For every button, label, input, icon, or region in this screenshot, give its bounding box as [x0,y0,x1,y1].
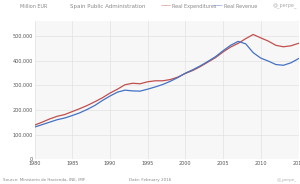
Real Expenditures [78,107,82,110]
Real Expenditures [259,37,262,39]
Real Revenue [259,57,262,59]
Real Revenue [176,77,180,79]
Real Expenditures [123,84,127,86]
Real Expenditures [236,42,240,45]
Text: Source: Ministerio de Hacienda, INE, IMF: Source: Ministerio de Hacienda, INE, IMF [3,178,85,182]
Real Revenue [70,114,74,117]
Real Expenditures [153,80,157,82]
Real Expenditures [184,72,187,75]
Line: Real Revenue: Real Revenue [34,41,298,127]
Real Expenditures [199,65,202,68]
Real Revenue [251,52,255,54]
Text: Real Expenditures: Real Expenditures [172,4,217,9]
Real Expenditures [161,80,164,82]
Real Expenditures [40,121,44,123]
Real Revenue [282,64,285,66]
Real Revenue [199,65,202,67]
Real Revenue [297,58,300,60]
Text: ——: —— [160,4,172,9]
Real Expenditures [93,101,97,103]
Real Revenue [274,63,278,66]
Real Expenditures [289,45,293,47]
Real Revenue [55,119,59,121]
Real Expenditures [191,69,195,72]
Real Revenue [146,88,149,90]
Real Expenditures [131,82,134,84]
Text: Real Revenue: Real Revenue [224,4,257,9]
Real Expenditures [55,115,59,117]
Real Revenue [266,60,270,62]
Real Revenue [236,40,240,43]
Real Expenditures [206,61,210,63]
Real Revenue [289,62,293,64]
Text: Date: February 2016: Date: February 2016 [129,178,171,182]
Real Expenditures [229,46,232,48]
Real Revenue [93,104,97,107]
Text: @_perpe_: @_perpe_ [273,4,297,9]
Real Expenditures [221,51,225,53]
Real Expenditures [63,114,67,116]
Real Revenue [85,108,89,110]
Real Revenue [108,95,112,97]
Real Revenue [131,90,134,92]
Real Expenditures [176,76,180,78]
Real Revenue [138,90,142,92]
Real Expenditures [85,104,89,107]
Real Expenditures [169,78,172,81]
Real Revenue [161,83,164,86]
Text: ——: —— [213,4,224,9]
Real Revenue [214,56,217,58]
Real Expenditures [100,97,104,99]
Real Revenue [100,99,104,102]
Text: Spain Public Administration: Spain Public Administration [70,4,146,9]
Real Revenue [78,112,82,114]
Real Expenditures [48,118,51,120]
Real Revenue [116,91,119,93]
Real Expenditures [146,81,149,83]
Real Revenue [191,69,195,71]
Text: Million EUR: Million EUR [20,4,47,9]
Real Expenditures [33,124,36,126]
Real Revenue [221,50,225,52]
Real Expenditures [244,38,247,40]
Real Revenue [244,43,247,45]
Text: @_perpe_: @_perpe_ [277,178,297,182]
Real Expenditures [251,33,255,36]
Real Expenditures [70,111,74,113]
Real Revenue [169,80,172,82]
Real Expenditures [108,92,112,94]
Real Expenditures [274,44,278,46]
Real Revenue [153,86,157,88]
Real Expenditures [297,42,300,45]
Line: Real Expenditures: Real Expenditures [34,34,298,125]
Real Revenue [33,126,36,128]
Real Expenditures [116,88,119,90]
Real Expenditures [266,40,270,42]
Real Revenue [229,44,232,46]
Real Revenue [63,117,67,119]
Real Revenue [48,121,51,123]
Real Revenue [40,124,44,126]
Real Revenue [123,89,127,91]
Real Revenue [184,72,187,74]
Real Expenditures [282,46,285,48]
Real Expenditures [138,83,142,85]
Real Revenue [206,60,210,62]
Real Expenditures [214,56,217,59]
